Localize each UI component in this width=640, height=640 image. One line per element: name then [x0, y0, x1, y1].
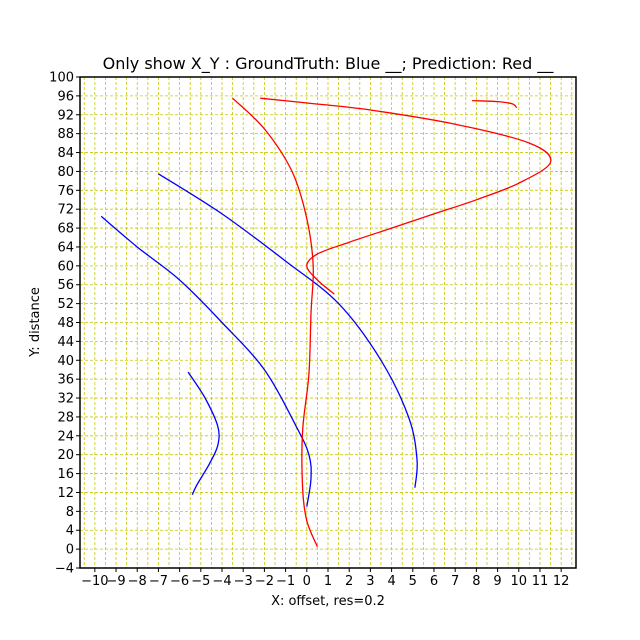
x-axis-label: X: offset, res=0.2: [271, 594, 385, 609]
x-tick-label: −10: [81, 574, 108, 589]
x-tick-label: 6: [430, 574, 438, 589]
x-tick-label: 2: [345, 574, 353, 589]
y-tick-label: 48: [57, 316, 74, 331]
groundtruth-line-0: [187, 371, 220, 496]
y-tick-label: 36: [57, 373, 74, 388]
y-tick-label: 16: [57, 467, 74, 482]
chart-title: Only show X_Y : GroundTruth: Blue __; Pr…: [103, 54, 555, 74]
grid: [80, 76, 576, 569]
x-tick-label: 7: [451, 574, 459, 589]
x-tick-label: 1: [324, 574, 332, 589]
y-tick-label: 100: [49, 71, 74, 86]
y-tick-label: 24: [57, 429, 74, 444]
y-tick-label: 60: [57, 259, 74, 274]
x-tick-label: 0: [303, 574, 311, 589]
y-tick-label: 12: [57, 486, 74, 501]
x-tick-label: −4: [212, 574, 231, 589]
x-tick-label: 11: [532, 574, 549, 589]
x-tick-label: −1: [276, 574, 295, 589]
y-tick-label: 68: [57, 222, 74, 237]
y-tick-label: 44: [57, 335, 74, 350]
y-tick-label: 20: [57, 448, 74, 463]
plot-frame: [79, 76, 577, 569]
x-tick-label: −5: [191, 574, 210, 589]
x-tick-label: 9: [493, 574, 501, 589]
y-tick-label: 76: [57, 184, 74, 199]
x-tick-label: −3: [234, 574, 253, 589]
x-tick-label: −7: [149, 574, 168, 589]
x-tick-label: 10: [510, 574, 527, 589]
x-tick-label: −2: [255, 574, 274, 589]
y-tick-label: 52: [57, 297, 74, 312]
x-tick-label: −8: [128, 574, 147, 589]
x-tick-label: 3: [366, 574, 374, 589]
y-tick-label: −4: [55, 562, 74, 577]
data-series: [100, 97, 552, 548]
x-tick-label: 12: [553, 574, 570, 589]
y-tick-label: 72: [57, 203, 74, 218]
y-tick-label: 32: [57, 392, 74, 407]
prediction-line-5: [472, 99, 518, 109]
y-tick-label: 80: [57, 165, 74, 180]
y-tick-label: 92: [57, 108, 74, 123]
groundtruth-line-1: [100, 215, 312, 507]
groundtruth-line-2: [158, 173, 418, 488]
y-tick-label: 64: [57, 240, 74, 255]
y-tick-label: 56: [57, 278, 74, 293]
y-tick-label: 84: [57, 146, 74, 161]
x-tick-label: 4: [387, 574, 395, 589]
y-tick-label: 28: [57, 410, 74, 425]
x-tick-label: −6: [170, 574, 189, 589]
prediction-line-3: [232, 97, 319, 548]
y-tick-label: 8: [66, 505, 74, 520]
y-tick-label: 96: [57, 89, 74, 104]
x-tick-label: −9: [106, 574, 125, 589]
y-tick-label: 88: [57, 127, 74, 142]
x-tick-label: 5: [409, 574, 417, 589]
prediction-line-4: [260, 97, 552, 295]
y-axis-label: Y: distance: [28, 287, 43, 358]
y-tick-label: 0: [66, 543, 74, 558]
x-tick-label: 8: [472, 574, 480, 589]
y-tick-label: 4: [66, 524, 74, 539]
y-tick-label: 40: [57, 354, 74, 369]
